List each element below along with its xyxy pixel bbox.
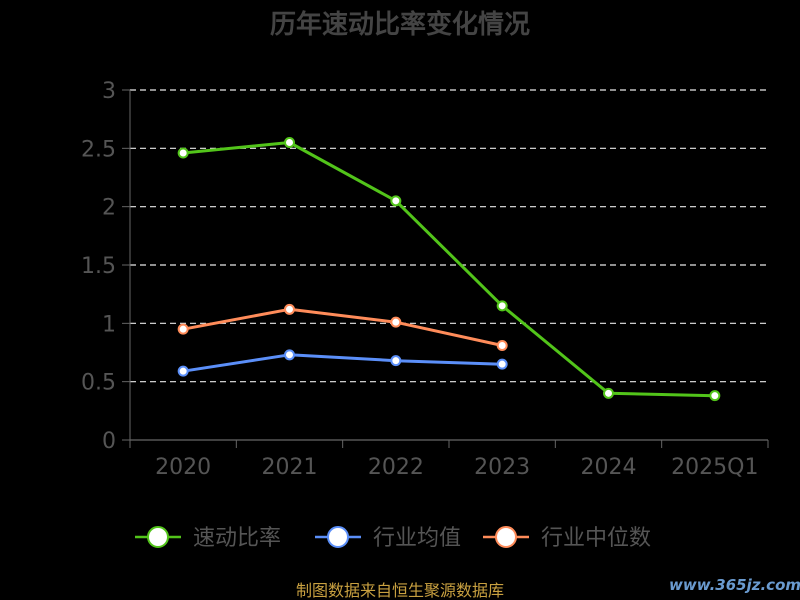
data-point [177, 147, 189, 159]
y-tick-label: 0.5 [81, 371, 116, 396]
x-tick-label: 2020 [155, 455, 211, 480]
y-tick-label: 1 [102, 312, 116, 337]
x-tick-label: 2021 [262, 455, 318, 480]
series-line-0 [183, 141, 715, 398]
x-tick-label: 2023 [474, 455, 530, 480]
source-note: 制图数据来自恒生聚源数据库 [296, 581, 504, 600]
x-tick-label: 2024 [581, 455, 637, 480]
legend-label: 速动比率 [193, 526, 281, 551]
data-point [496, 340, 508, 351]
data-point [284, 137, 295, 148]
grid [130, 89, 768, 383]
series-line-2 [182, 307, 503, 347]
legend-item-0[interactable]: 速动比率 [135, 526, 281, 551]
watermark: www.365jz.com [669, 576, 800, 594]
y-tick-label: 2 [102, 196, 116, 221]
legend[interactable]: 速动比率 行业均值 行业中位数 [135, 526, 651, 551]
data-point [390, 195, 402, 207]
series-layer [177, 137, 721, 402]
data-point [496, 358, 508, 370]
data-point [603, 387, 614, 399]
series-line-1 [182, 353, 503, 373]
chart-title: 历年速动比率变化情况 [270, 9, 530, 40]
data-point [496, 300, 508, 312]
legend-swatch-marker [327, 526, 349, 548]
legend-item-2[interactable]: 行业中位数 [483, 526, 651, 551]
y-tick-label: 2.5 [81, 137, 116, 162]
y-tick-label: 0 [102, 429, 116, 454]
data-point [390, 355, 402, 367]
x-tick-label: 2025Q1 [671, 455, 758, 480]
data-point [284, 303, 295, 315]
data-point [390, 316, 402, 328]
legend-label: 行业中位数 [541, 526, 651, 551]
y-tick-label: 1.5 [81, 254, 116, 279]
data-point [284, 349, 295, 361]
data-point [177, 365, 189, 377]
legend-label: 行业均值 [373, 526, 461, 551]
x-tick-label: 2022 [368, 455, 424, 480]
legend-item-1[interactable]: 行业均值 [315, 526, 461, 551]
legend-swatch-marker [147, 526, 169, 548]
data-point [177, 323, 189, 335]
legend-swatch-marker [495, 526, 517, 548]
data-point [709, 390, 721, 402]
y-tick-label: 3 [102, 79, 116, 104]
axes: 0 0.5 1 1.5 2 2.5 3 2020 2021 2022 2023 2024 2025Q1 [81, 79, 769, 480]
